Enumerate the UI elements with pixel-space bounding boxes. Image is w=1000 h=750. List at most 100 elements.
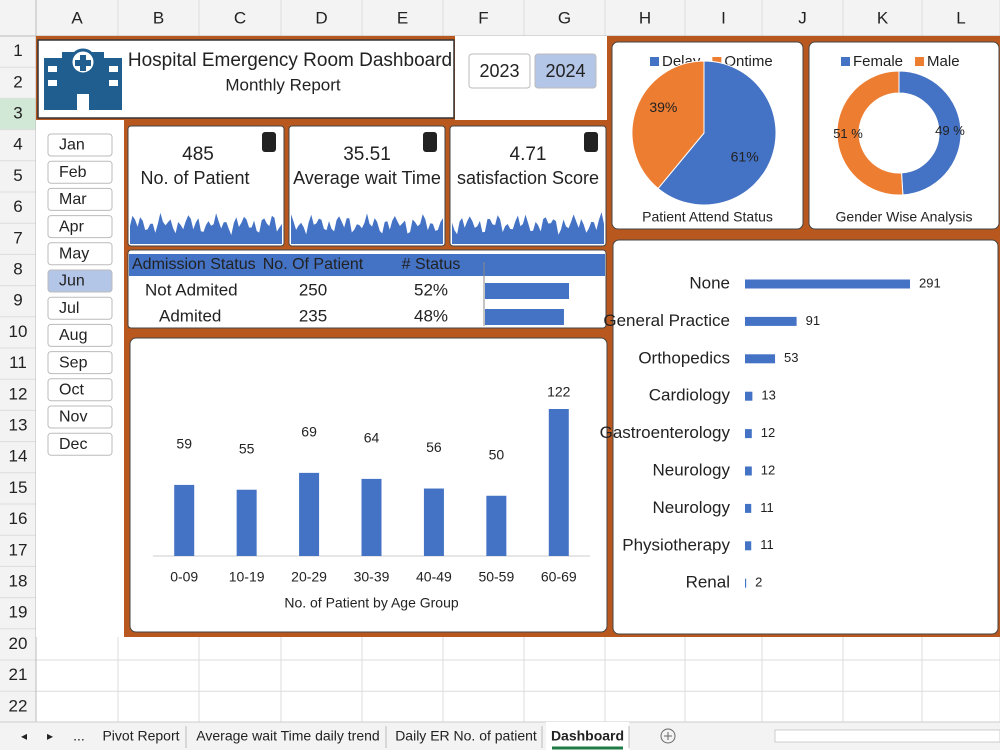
row-header[interactable]: 22 [9, 696, 28, 715]
category-label: Neurology [653, 460, 731, 479]
month-button[interactable] [47, 133, 113, 157]
sheet-tab[interactable]: Average wait Time daily trend [196, 728, 379, 744]
tab-overflow[interactable]: ... [73, 728, 85, 744]
column-header[interactable]: A [71, 8, 83, 27]
row-header[interactable]: 9 [13, 291, 22, 310]
month-label[interactable]: Jul [59, 300, 79, 317]
month-label[interactable]: Oct [59, 382, 84, 399]
bar [236, 489, 257, 556]
column-header[interactable]: H [639, 8, 651, 27]
sheet-tab[interactable]: Pivot Report [102, 728, 179, 744]
sheet-tab[interactable]: Daily ER No. of patient [395, 728, 537, 744]
bar-value-label: 11 [760, 500, 774, 515]
bar [745, 429, 752, 439]
donut-slice [898, 70, 962, 196]
column-header[interactable]: J [798, 8, 807, 27]
month-label[interactable]: Nov [59, 409, 87, 426]
row-header[interactable]: 13 [9, 415, 28, 434]
column-header[interactable]: I [721, 8, 726, 27]
bar-value-label: 11 [760, 537, 774, 552]
row-header[interactable]: 16 [9, 509, 28, 528]
row-header[interactable]: 7 [13, 228, 22, 247]
row-header[interactable]: 10 [9, 322, 28, 341]
x-tick-label: 0-09 [170, 569, 198, 585]
month-button[interactable] [47, 432, 113, 456]
bar-value-label: 12 [761, 425, 775, 440]
category-label: General Practice [603, 311, 730, 330]
sheet-tab[interactable]: Dashboard [551, 728, 624, 744]
month-label[interactable]: Feb [59, 164, 87, 181]
donut-value-label: 51 % [833, 126, 863, 141]
year-label[interactable]: 2023 [479, 61, 519, 81]
row-header[interactable]: 18 [9, 571, 28, 590]
month-label[interactable]: Mar [59, 191, 87, 208]
tab-nav[interactable]: ▸ [47, 729, 53, 743]
column-header[interactable]: B [153, 8, 164, 27]
column-header[interactable]: D [315, 8, 327, 27]
month-button[interactable] [47, 351, 113, 375]
row-header[interactable]: 8 [13, 259, 22, 278]
month-label[interactable]: Jun [59, 273, 85, 290]
column-header[interactable]: F [478, 8, 488, 27]
horizontal-scrollbar[interactable] [774, 729, 1000, 743]
table-cell: Not Admited [145, 280, 238, 299]
chart-caption: Gender Wise Analysis [836, 209, 973, 225]
bar [299, 472, 320, 556]
column-header[interactable]: K [877, 8, 889, 27]
dashboard: 2023 2024 Jan Feb Mar Apr May Jun Jul Aug Sep Oct No… [47, 41, 1000, 635]
kpi-card [449, 125, 607, 247]
month-label[interactable]: Sep [59, 354, 88, 371]
row-header[interactable]: 4 [13, 135, 22, 154]
column-header[interactable]: G [558, 8, 571, 27]
bar [423, 488, 444, 556]
bar-value-label: 13 [761, 388, 775, 403]
year-button[interactable] [534, 53, 597, 89]
bar-value-label: 53 [784, 350, 798, 365]
month-button[interactable] [47, 405, 113, 429]
month-button[interactable] [47, 378, 113, 402]
month-label[interactable]: Dec [59, 436, 87, 453]
row-header[interactable]: 2 [13, 72, 22, 91]
row-header[interactable]: 19 [9, 603, 28, 622]
month-button[interactable] [47, 296, 113, 320]
row-header[interactable]: 11 [9, 353, 27, 372]
kpi-icon [262, 132, 276, 152]
month-button[interactable] [47, 323, 113, 347]
row-header[interactable]: 21 [9, 665, 28, 684]
month-label[interactable]: May [59, 246, 89, 263]
row-header[interactable]: 15 [9, 478, 28, 497]
month-button[interactable] [47, 215, 113, 239]
bar [745, 279, 910, 289]
tab-nav[interactable]: ◂ [21, 729, 27, 743]
row-header[interactable]: 3 [13, 103, 22, 122]
donut-slice [836, 70, 904, 196]
add-sheet-button[interactable] [660, 728, 676, 744]
add-sheet-icon[interactable] [664, 732, 672, 740]
kpi-label: Average wait Time [293, 168, 441, 188]
month-button[interactable] [47, 160, 113, 184]
bar [745, 503, 752, 513]
month-button[interactable] [47, 242, 113, 266]
bar [174, 484, 195, 556]
row-header[interactable]: 20 [9, 634, 28, 653]
column-header[interactable]: E [397, 8, 408, 27]
column-header[interactable]: L [956, 8, 965, 27]
month-label[interactable]: Aug [59, 327, 87, 344]
row-header[interactable]: 12 [9, 384, 28, 403]
legend-swatch [915, 57, 925, 66]
row-header[interactable]: 5 [13, 166, 22, 185]
row-header[interactable]: 1 [13, 41, 22, 60]
month-button[interactable] [47, 269, 113, 293]
month-button[interactable] [47, 187, 113, 211]
row-header[interactable]: 6 [13, 197, 22, 216]
column-header[interactable]: C [234, 8, 246, 27]
kpi-card [288, 125, 446, 247]
row-header[interactable]: 14 [9, 447, 28, 466]
year-label[interactable]: 2024 [545, 61, 585, 81]
month-label[interactable]: Apr [59, 218, 85, 235]
year-button[interactable] [468, 53, 531, 89]
row-header[interactable]: 17 [9, 540, 28, 559]
category-label: Gastroenterology [600, 423, 731, 442]
month-label[interactable]: Jan [59, 137, 85, 154]
bar [745, 354, 776, 364]
